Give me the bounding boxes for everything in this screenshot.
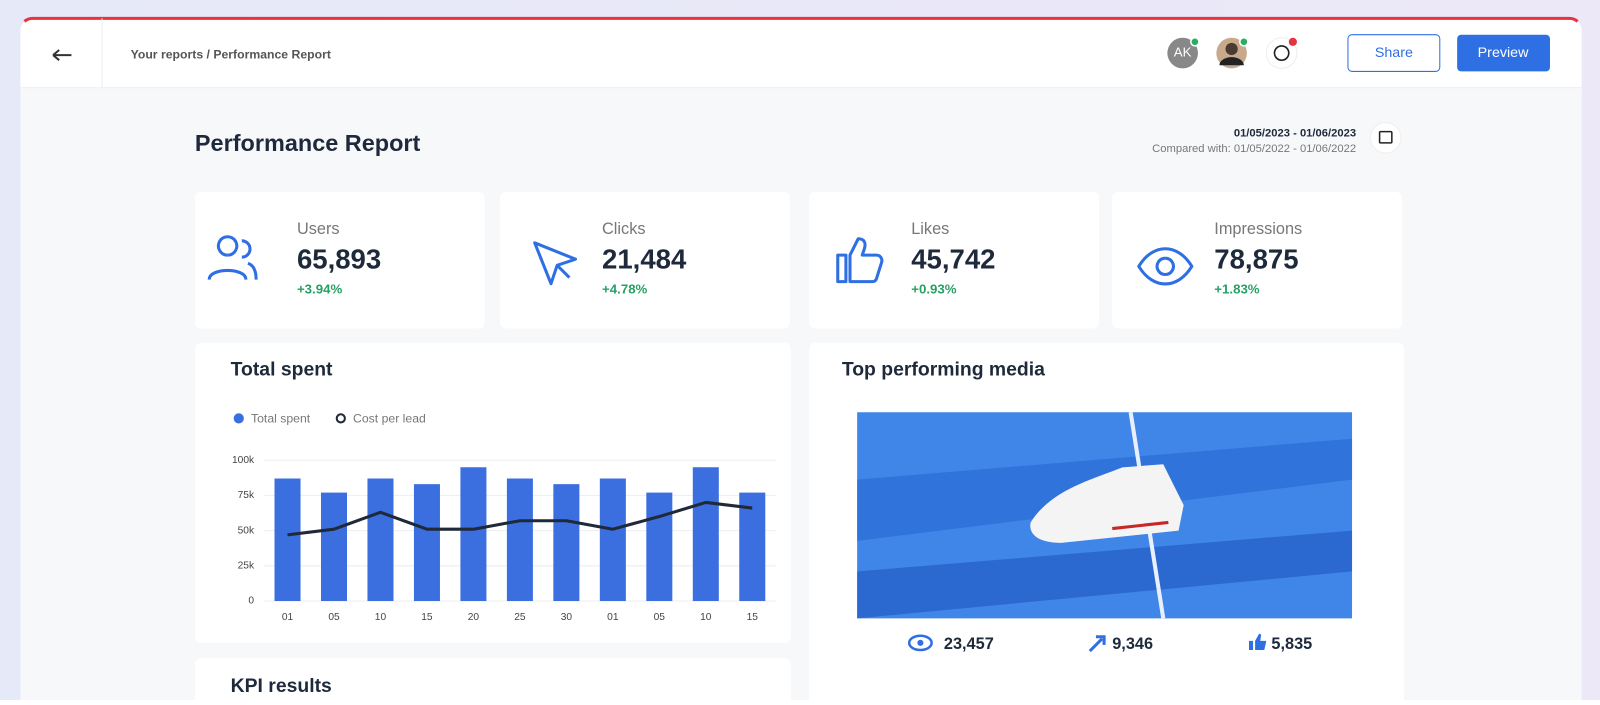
y-tick-label: 75k bbox=[238, 490, 255, 501]
bar bbox=[692, 467, 719, 602]
calendar-button[interactable] bbox=[1369, 121, 1402, 154]
media-likes: 5,835 bbox=[1271, 635, 1312, 653]
kpi-results-title: KPI results bbox=[231, 675, 332, 697]
x-tick-label: 20 bbox=[468, 612, 480, 623]
kpi-label: Impressions bbox=[1214, 220, 1302, 238]
y-tick-label: 100k bbox=[232, 455, 255, 466]
x-tick-label: 30 bbox=[561, 612, 573, 623]
chat-icon bbox=[1273, 45, 1290, 62]
x-tick-label: 25 bbox=[514, 612, 526, 623]
bar bbox=[553, 484, 580, 602]
avatar-photo-body bbox=[1219, 57, 1244, 66]
bar bbox=[506, 478, 533, 602]
shoe-stripe bbox=[1112, 520, 1169, 531]
preview-button[interactable] bbox=[1457, 34, 1550, 72]
kpi-results-card bbox=[194, 658, 791, 705]
bar bbox=[646, 492, 673, 602]
x-tick-label: 05 bbox=[328, 612, 340, 623]
shoe bbox=[1030, 464, 1184, 543]
back-button[interactable] bbox=[52, 49, 72, 61]
header-bar bbox=[20, 18, 1582, 88]
x-tick-label: 05 bbox=[654, 612, 666, 623]
date-range: 01/05/2023 - 01/06/2023 bbox=[1234, 128, 1356, 140]
bar bbox=[274, 478, 301, 602]
kpi-icon bbox=[533, 241, 578, 286]
bar bbox=[413, 484, 440, 602]
bar bbox=[599, 478, 626, 602]
y-tick-label: 0 bbox=[248, 596, 254, 607]
breadcrumb[interactable]: Your reports / Performance Report bbox=[131, 47, 331, 61]
kpi-change: +0.93% bbox=[911, 281, 957, 296]
x-tick-label: 01 bbox=[607, 612, 619, 623]
kpi-card bbox=[1112, 191, 1403, 329]
kpi-value: 45,742 bbox=[911, 244, 995, 275]
line bbox=[287, 500, 753, 537]
legend-marker bbox=[335, 413, 346, 424]
calendar-icon bbox=[1378, 130, 1393, 144]
bar bbox=[739, 492, 766, 602]
avatar[interactable] bbox=[1167, 37, 1198, 69]
kpi-change: +3.94% bbox=[297, 281, 343, 296]
chat-button[interactable] bbox=[1265, 37, 1298, 69]
media-image bbox=[857, 411, 1353, 619]
compared-range: Compared with: 01/05/2022 - 01/06/2022 bbox=[1152, 143, 1356, 155]
x-tick-label: 10 bbox=[700, 612, 712, 623]
chat-dot bbox=[1288, 37, 1297, 46]
report-title: Performance Report bbox=[195, 130, 421, 156]
bar bbox=[460, 467, 487, 602]
preview-label: Preview bbox=[1478, 45, 1529, 61]
kpi-icon bbox=[1137, 247, 1194, 286]
media-title: Top performing media bbox=[842, 359, 1045, 381]
legend-label: Total spent bbox=[251, 412, 311, 426]
share-label: Share bbox=[1375, 45, 1413, 61]
kpi-card bbox=[500, 191, 790, 329]
y-tick-label: 25k bbox=[238, 561, 255, 572]
chart: 0 25k 50k 75k 100k 01 05 10 15 20 25 30 01 05 10 15 Tota… bbox=[232, 412, 776, 623]
bar bbox=[367, 478, 394, 602]
kpi-row: Users 65,893 +3.94% Clicks 21,484 +4.78% Likes… bbox=[194, 191, 1403, 329]
avatar-initials: AK bbox=[1174, 45, 1192, 60]
likes-icon bbox=[1248, 633, 1267, 650]
kpi-change: +4.78% bbox=[602, 281, 648, 296]
kpi-value: 65,893 bbox=[297, 244, 381, 275]
chart-title: Total spent bbox=[231, 359, 333, 381]
bar bbox=[320, 492, 348, 602]
media-shares: 9,346 bbox=[1112, 635, 1153, 653]
legend-marker bbox=[233, 413, 244, 424]
shares-icon bbox=[1088, 635, 1106, 653]
kpi-label: Clicks bbox=[602, 220, 646, 238]
views-icon bbox=[907, 634, 933, 652]
window-top-border bbox=[23, 16, 1579, 23]
kpi-icon bbox=[207, 235, 258, 281]
y-tick-label: 50k bbox=[238, 525, 255, 536]
x-tick-label: 15 bbox=[747, 612, 759, 623]
share-button[interactable] bbox=[1347, 34, 1441, 72]
status-dot bbox=[1239, 36, 1249, 47]
x-tick-label: 01 bbox=[282, 612, 294, 623]
avatar-photo-head bbox=[1225, 42, 1238, 56]
court-shadow bbox=[857, 530, 1353, 619]
kpi-change: +1.83% bbox=[1214, 281, 1260, 296]
x-tick-label: 15 bbox=[421, 612, 433, 623]
kpi-value: 78,875 bbox=[1214, 244, 1298, 275]
kpi-icon bbox=[836, 237, 884, 284]
legend-label: Cost per lead bbox=[353, 412, 426, 426]
x-tick-label: 10 bbox=[375, 612, 387, 623]
views-icon-pupil bbox=[917, 639, 924, 646]
kpi-label: Likes bbox=[911, 220, 949, 238]
media-stats: 23,457 9,346 5,835 bbox=[907, 633, 1312, 653]
status-dot bbox=[1190, 36, 1200, 47]
kpi-card bbox=[194, 191, 485, 329]
media-views: 23,457 bbox=[944, 635, 994, 653]
kpi-label: Users bbox=[297, 220, 340, 238]
kpi-value: 21,484 bbox=[602, 244, 687, 275]
kpi-card bbox=[809, 191, 1099, 329]
